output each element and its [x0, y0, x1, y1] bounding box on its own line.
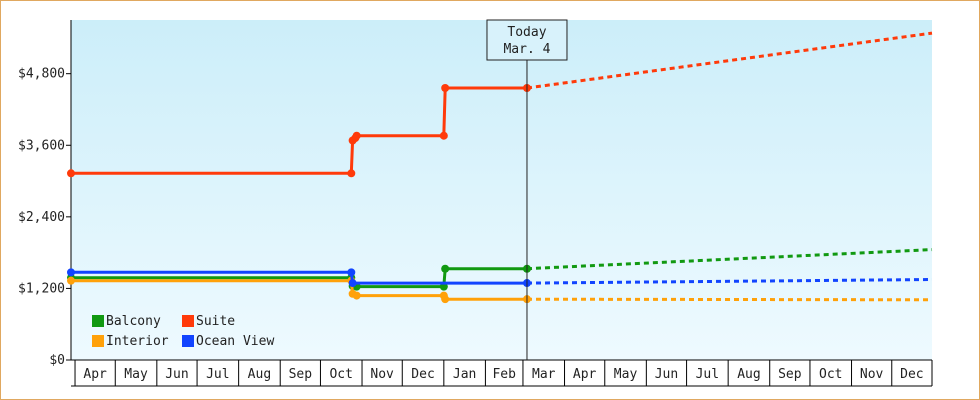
legend-swatch-balcony [92, 315, 104, 327]
y-tick-label: $2,400 [18, 210, 65, 225]
series-line-ocean-view [71, 270, 527, 285]
data-point [441, 84, 450, 92]
y-tick-label: $4,800 [18, 67, 65, 82]
series-suite [67, 31, 933, 178]
x-tick-label: Feb [492, 367, 516, 382]
legend-label-ocean-view: Ocean View [196, 334, 274, 349]
x-tick-label: Oct [819, 367, 842, 382]
series-ocean-view [67, 268, 933, 288]
x-tick-label: Apr [573, 367, 597, 382]
forecast-line-balcony [526, 248, 933, 271]
data-point [439, 131, 448, 140]
today-box [486, 19, 568, 61]
x-tick-label: Oct [329, 367, 352, 382]
data-point [67, 169, 75, 178]
x-tick-label: Sep [289, 367, 313, 382]
legend-swatch-suite [182, 315, 194, 327]
legend-swatch-ocean-view [182, 335, 194, 347]
data-point [439, 282, 448, 291]
x-tick-label: Sep [778, 367, 802, 382]
data-point [352, 131, 361, 140]
y-tick-label: $1,200 [18, 281, 65, 296]
x-tick-label: Nov [370, 367, 394, 382]
data-point [441, 264, 450, 273]
x-tick-label: May [124, 367, 148, 382]
x-tick-label: Jul [696, 367, 719, 382]
x-tick-label: Jul [206, 367, 229, 382]
legend-label-interior: Interior [106, 334, 169, 349]
x-tick-label: Dec [411, 367, 434, 382]
x-tick-label: Jun [165, 367, 188, 382]
plot-background [71, 20, 932, 360]
today-date-label: Mar. 4 [503, 42, 550, 57]
x-tick-label: Jun [655, 367, 678, 382]
x-tick-label: Mar [532, 367, 556, 382]
x-tick-label: Jan [453, 367, 476, 382]
x-tick-label: Aug [737, 367, 760, 382]
x-tick-label: Apr [83, 367, 107, 382]
data-point [67, 276, 75, 285]
data-point [348, 279, 357, 288]
forecast-line-interior [526, 297, 933, 302]
legend-label-balcony: Balcony [106, 314, 161, 329]
today-label: Today [507, 25, 546, 40]
x-tick-label: May [614, 367, 638, 382]
data-point [347, 169, 356, 178]
data-point [441, 295, 450, 304]
x-tick-label: Nov [860, 367, 884, 382]
x-tick-label: Dec [900, 367, 923, 382]
y-tick-label: $3,600 [18, 138, 65, 153]
legend-swatch-interior [92, 335, 104, 347]
legend-label-suite: Suite [196, 314, 235, 329]
x-tick-label: Aug [248, 367, 271, 382]
forecast-line-ocean-view [526, 278, 933, 285]
data-point [67, 268, 75, 277]
y-tick-label: $0 [49, 353, 65, 368]
data-point [347, 268, 356, 277]
data-point [352, 291, 361, 300]
